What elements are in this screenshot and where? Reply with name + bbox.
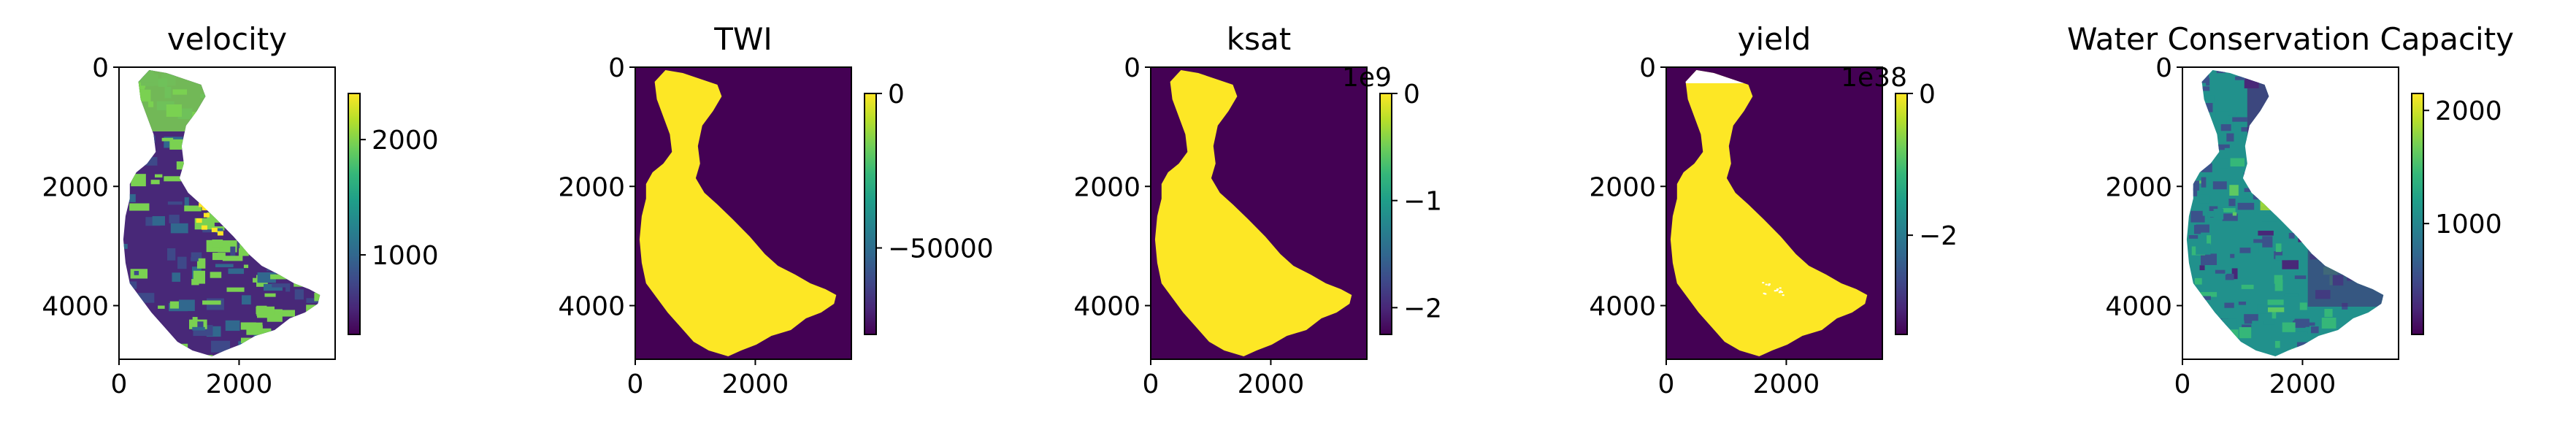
y-tick-label: 2000	[2105, 172, 2172, 202]
colorbar-tick-label: −2	[1403, 294, 1442, 323]
panel-0: velocity 0 2000 0 2000 4000 1000 2000	[42, 21, 438, 399]
basin-raster	[1670, 70, 1868, 356]
colorbar-offset-text: 1e9	[1342, 63, 1392, 93]
y-tick-label: 2000	[1073, 172, 1141, 202]
chart-title: ksat	[1227, 21, 1291, 57]
y-tick-label: 4000	[1073, 292, 1141, 322]
colorbar-tick-label: −1	[1403, 187, 1442, 217]
y-tick-label: 0	[608, 53, 625, 83]
panel-2: ksat 0 2000 0 2000 4000 0 −1 −2 1e9	[1073, 21, 1442, 399]
basin-raster	[639, 70, 837, 356]
x-tick-label: 0	[1143, 369, 1159, 399]
axes-frame	[118, 66, 336, 360]
colorbar-tick-label: −50000	[888, 234, 994, 264]
y-tick-label: 0	[2155, 53, 2172, 83]
y-tick-label: 0	[1639, 53, 1656, 83]
colorbar	[1379, 93, 1392, 335]
chart-title: TWI	[713, 21, 773, 57]
colorbar-tick-label: 1000	[2435, 210, 2502, 240]
x-tick-label: 0	[627, 369, 644, 399]
chart-title: yield	[1738, 21, 1812, 57]
x-tick-label: 2000	[1753, 369, 1820, 399]
colorbar-offset-text: 1e38	[1841, 63, 1907, 93]
x-tick-label: 2000	[722, 369, 789, 399]
panel-3: yield 0 2000 0 2000 4000 0 −2 1e38	[1589, 21, 1958, 399]
y-tick-label: 4000	[2105, 292, 2172, 322]
basin-raster	[1154, 70, 1352, 356]
y-tick-label: 0	[1124, 53, 1141, 83]
colorbar	[348, 93, 361, 335]
chart-title: Water Conservation Capacity	[2067, 21, 2514, 57]
axes-frame	[1665, 66, 1883, 360]
y-tick-label: 0	[92, 53, 109, 83]
colorbar	[864, 93, 877, 335]
colorbar	[1895, 93, 1908, 335]
y-tick-label: 2000	[1589, 172, 1656, 202]
axes-frame	[2182, 66, 2399, 360]
y-tick-label: 2000	[558, 172, 625, 202]
colorbar-tick-label: 2000	[372, 126, 439, 156]
axes-frame	[635, 66, 852, 360]
x-tick-label: 0	[1658, 369, 1675, 399]
colorbar-tick-label: 1000	[372, 241, 439, 271]
x-tick-label: 0	[111, 369, 128, 399]
y-tick-label: 4000	[558, 292, 625, 322]
x-tick-label: 0	[2174, 369, 2191, 399]
colorbar	[2411, 93, 2424, 335]
colorbar-tick-label: 0	[1919, 80, 1936, 110]
colorbar-tick-label: 2000	[2435, 96, 2502, 126]
y-tick-label: 2000	[42, 172, 109, 202]
colorbar-tick-label: 0	[1403, 80, 1420, 110]
x-tick-label: 2000	[2269, 369, 2337, 399]
y-tick-label: 4000	[1589, 292, 1656, 322]
y-tick-label: 4000	[42, 292, 109, 322]
axes-frame	[1150, 66, 1368, 360]
panel-1: TWI 0 2000 0 2000 4000 0 −50000	[558, 21, 993, 399]
colorbar-tick-label: −2	[1919, 221, 1958, 251]
chart-title: velocity	[167, 21, 287, 57]
x-tick-label: 2000	[206, 369, 273, 399]
colorbar-tick-label: 0	[888, 80, 905, 110]
x-tick-label: 2000	[1238, 369, 1305, 399]
